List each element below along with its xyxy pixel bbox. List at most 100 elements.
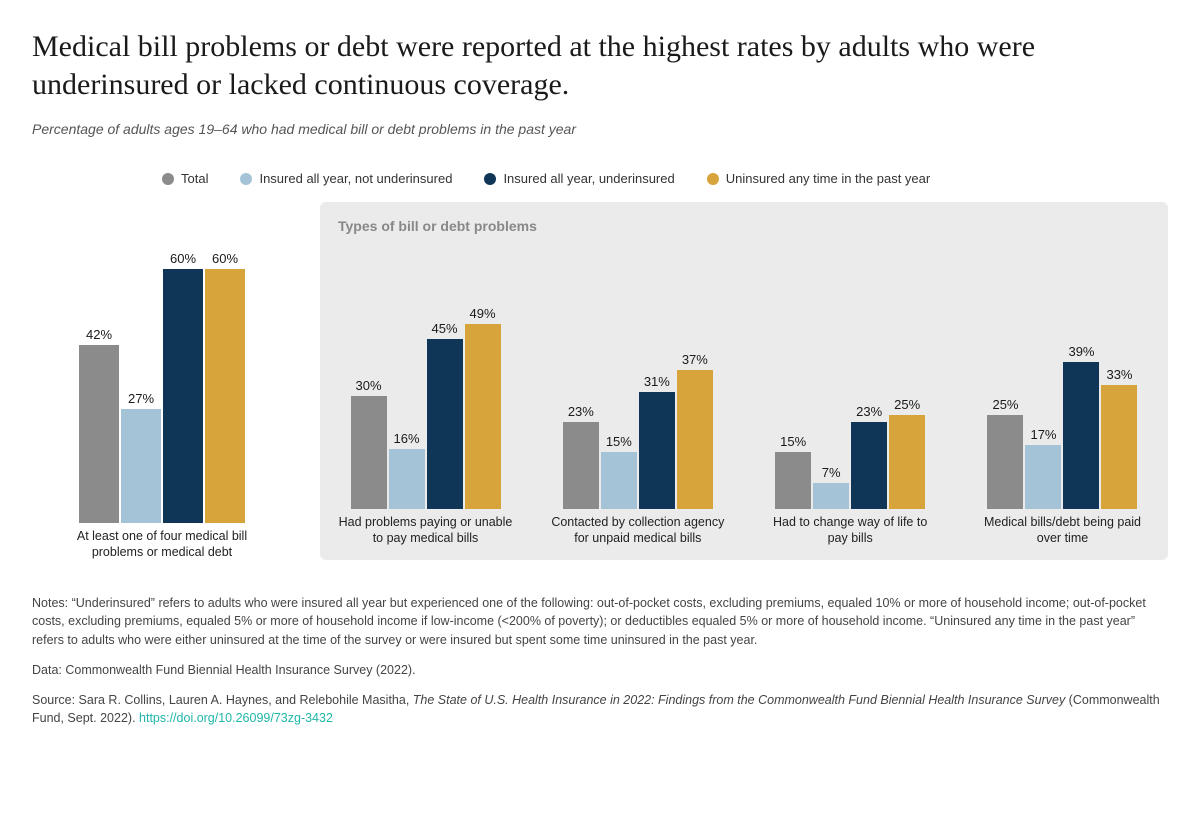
bar-wrap: 33%	[1101, 244, 1137, 509]
bar-value-label: 25%	[894, 397, 920, 412]
legend-swatch	[707, 173, 719, 185]
bar-wrap: 60%	[163, 228, 203, 523]
bar-value-label: 16%	[393, 431, 419, 446]
bar	[813, 483, 849, 509]
bar	[851, 422, 887, 509]
bar-value-label: 49%	[469, 306, 495, 321]
bar-value-label: 37%	[682, 352, 708, 367]
bar	[563, 422, 599, 509]
panel-right-title: Types of bill or debt problems	[338, 218, 1150, 234]
bar	[889, 415, 925, 509]
bar-value-label: 45%	[431, 321, 457, 336]
panel-left: 42% 27% 60% 60% At least one of four medical…	[32, 228, 292, 560]
bar-wrap: 16%	[389, 244, 425, 509]
bar-wrap: 15%	[601, 244, 637, 509]
bar-value-label: 7%	[822, 465, 841, 480]
bar-wrap: 60%	[205, 228, 245, 523]
category-label: At least one of four medical bill proble…	[67, 529, 257, 560]
footer-source-prefix: Source: Sara R. Collins, Lauren A. Hayne…	[32, 693, 413, 707]
bar	[639, 392, 675, 509]
footer-source-link[interactable]: https://doi.org/10.26099/73zg-3432	[139, 711, 333, 725]
bar-value-label: 23%	[568, 404, 594, 419]
bar-group: 15% 7% 23% 25% Had to change way of life to …	[763, 244, 938, 546]
legend-label: Insured all year, underinsured	[503, 171, 674, 186]
category-label: Had to change way of life to pay bills	[763, 515, 938, 546]
panel-right: Types of bill or debt problems 30% 16% 45%…	[320, 202, 1168, 560]
bar-value-label: 27%	[128, 391, 154, 406]
category-label: Had problems paying or unable to pay med…	[338, 515, 513, 546]
bar	[205, 269, 245, 523]
bar	[163, 269, 203, 523]
bar-value-label: 60%	[170, 251, 196, 266]
footer-source-title: The State of U.S. Health Insurance in 20…	[413, 693, 1065, 707]
bar-wrap: 42%	[79, 228, 119, 523]
bar	[465, 324, 501, 509]
bar-value-label: 39%	[1068, 344, 1094, 359]
bar	[1025, 445, 1061, 509]
category-label: Medical bills/debt being paid over time	[975, 515, 1150, 546]
bar-wrap: 23%	[851, 244, 887, 509]
bar-value-label: 30%	[355, 378, 381, 393]
bar-group: 30% 16% 45% 49% Had problems paying or unabl…	[338, 244, 513, 546]
bar-wrap: 37%	[677, 244, 713, 509]
bar-cluster: 30% 16% 45% 49%	[351, 244, 501, 509]
bar-cluster: 15% 7% 23% 25%	[775, 244, 925, 509]
bar-group-summary: 42% 27% 60% 60% At least one of four medical…	[32, 228, 292, 560]
bar-cluster: 42% 27% 60% 60%	[79, 228, 245, 523]
bar	[1101, 385, 1137, 509]
legend-swatch	[484, 173, 496, 185]
bar-wrap: 45%	[427, 244, 463, 509]
legend-swatch	[240, 173, 252, 185]
bar	[987, 415, 1023, 509]
bar-value-label: 17%	[1030, 427, 1056, 442]
bar-wrap: 23%	[563, 244, 599, 509]
bar-wrap: 30%	[351, 244, 387, 509]
bar-group: 23% 15% 31% 37% Contacted by collection agen…	[550, 244, 725, 546]
bar-wrap: 31%	[639, 244, 675, 509]
bar-wrap: 49%	[465, 244, 501, 509]
right-groups-row: 30% 16% 45% 49% Had problems paying or unabl…	[338, 244, 1150, 546]
legend-label: Total	[181, 171, 208, 186]
footer: Notes: “Underinsured” refers to adults w…	[32, 594, 1168, 727]
bar-wrap: 25%	[889, 244, 925, 509]
footer-notes: Notes: “Underinsured” refers to adults w…	[32, 594, 1168, 648]
bar-cluster: 25% 17% 39% 33%	[987, 244, 1137, 509]
legend-swatch	[162, 173, 174, 185]
chart-subtitle: Percentage of adults ages 19–64 who had …	[32, 121, 1168, 137]
bar	[427, 339, 463, 509]
bar-cluster: 23% 15% 31% 37%	[563, 244, 713, 509]
bar-value-label: 42%	[86, 327, 112, 342]
bar	[351, 396, 387, 509]
bar-value-label: 25%	[992, 397, 1018, 412]
legend-label: Insured all year, not underinsured	[259, 171, 452, 186]
legend-item: Total	[162, 171, 208, 186]
bar	[775, 452, 811, 509]
bar	[121, 409, 161, 523]
bar	[601, 452, 637, 509]
legend-item: Insured all year, not underinsured	[240, 171, 452, 186]
bar-value-label: 15%	[780, 434, 806, 449]
bar	[1063, 362, 1099, 509]
bar-wrap: 15%	[775, 244, 811, 509]
bar-value-label: 23%	[856, 404, 882, 419]
bar-wrap: 7%	[813, 244, 849, 509]
bar	[677, 370, 713, 509]
bar-value-label: 33%	[1106, 367, 1132, 382]
bar	[389, 449, 425, 509]
footer-data: Data: Commonwealth Fund Biennial Health …	[32, 661, 1168, 679]
charts-row: 42% 27% 60% 60% At least one of four medical…	[32, 202, 1168, 560]
footer-source: Source: Sara R. Collins, Lauren A. Hayne…	[32, 691, 1168, 727]
bar-wrap: 27%	[121, 228, 161, 523]
bar-group: 25% 17% 39% 33% Medical bills/debt being pai…	[975, 244, 1150, 546]
bar-value-label: 31%	[644, 374, 670, 389]
bar	[79, 345, 119, 523]
bar-wrap: 17%	[1025, 244, 1061, 509]
bar-wrap: 39%	[1063, 244, 1099, 509]
legend: Total Insured all year, not underinsured I…	[162, 171, 1168, 186]
bar-value-label: 15%	[606, 434, 632, 449]
bar-wrap: 25%	[987, 244, 1023, 509]
chart-title: Medical bill problems or debt were repor…	[32, 28, 1082, 103]
category-label: Contacted by collection agency for unpai…	[550, 515, 725, 546]
bar-value-label: 60%	[212, 251, 238, 266]
legend-label: Uninsured any time in the past year	[726, 171, 931, 186]
